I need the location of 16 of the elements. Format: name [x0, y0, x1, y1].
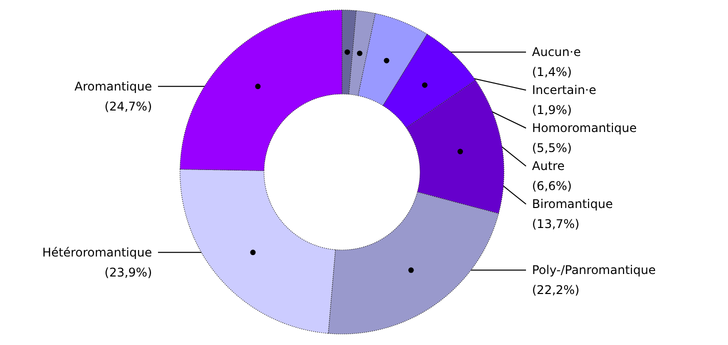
data-label: (24,7%) [104, 99, 152, 114]
data-label: (1,4%) [532, 65, 572, 80]
slice-label: Autre [532, 159, 565, 174]
data-label: (23,9%) [104, 265, 152, 280]
slice-label: Aucun·e [532, 45, 581, 60]
slice-label: Aromantique [74, 79, 152, 94]
data-label: (1,9%) [532, 103, 572, 118]
data-label: (5,5%) [532, 141, 572, 156]
data-label: (13,7%) [532, 217, 580, 232]
data-label: (22,2%) [532, 283, 580, 298]
data-label: (6,6%) [532, 179, 572, 194]
slice-label: Incertain·e [532, 83, 596, 98]
slice-label: Homoromantique [532, 121, 637, 136]
slice-label: Biromantique [532, 197, 613, 212]
slice-label: Hétéroromantique [42, 245, 152, 260]
slice-label: Poly-/Panromantique [532, 263, 656, 278]
